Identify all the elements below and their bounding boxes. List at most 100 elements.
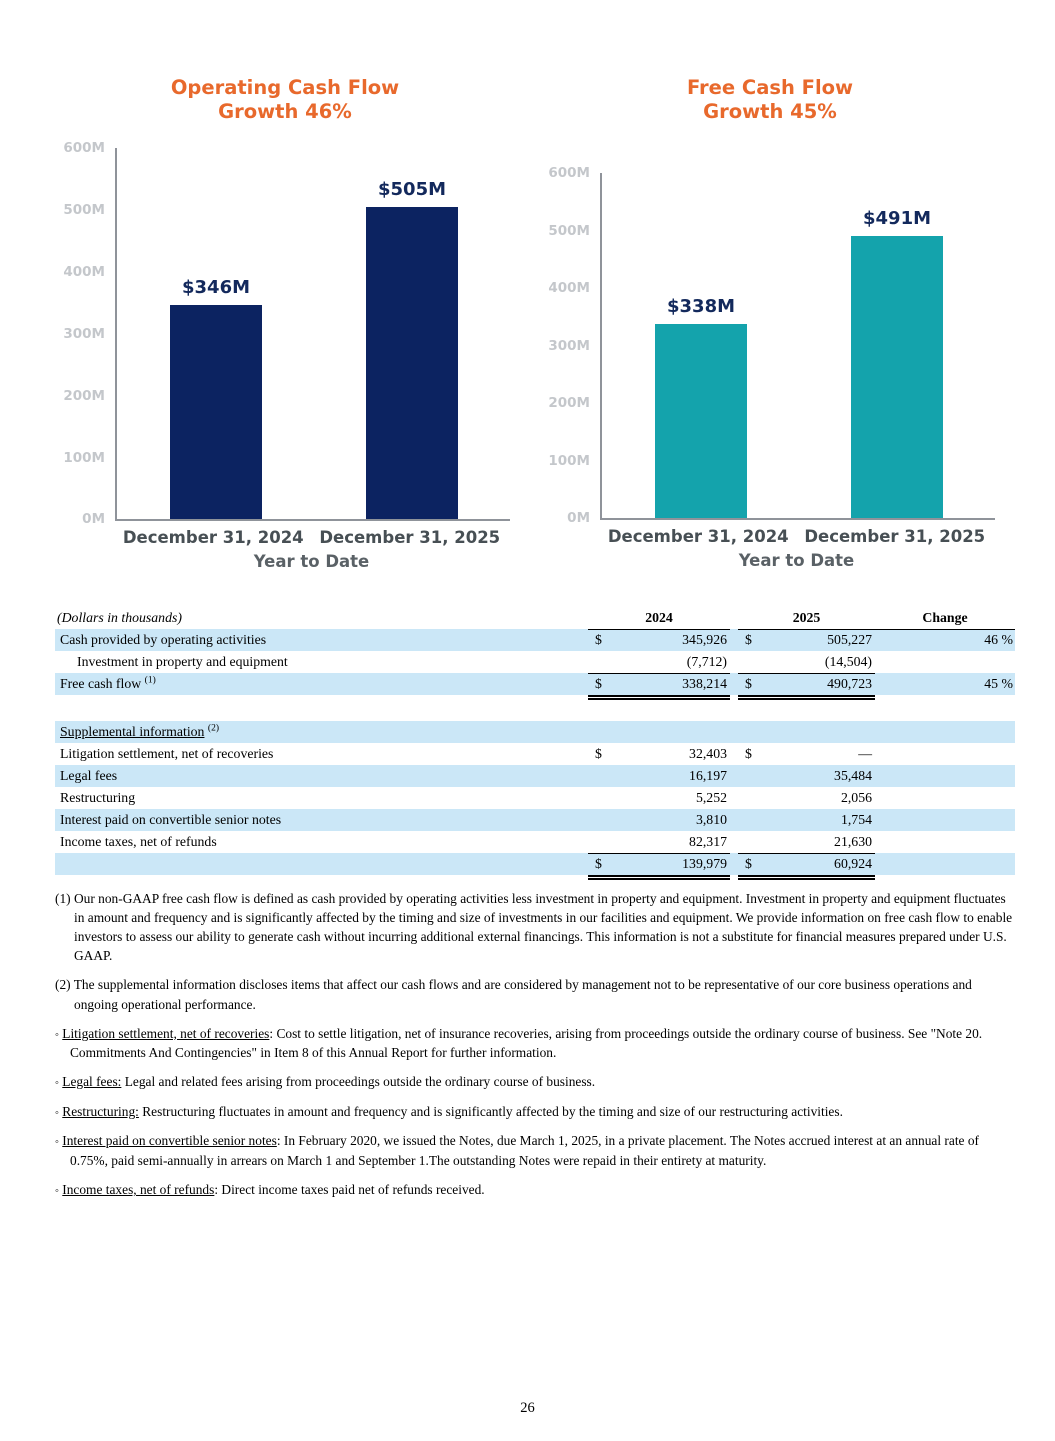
table-cell [738, 765, 760, 787]
supplemental-heading: Supplemental information (2) [60, 723, 219, 740]
table-cell: 345,926 [682, 632, 727, 648]
supplemental-body: Litigation settlement, net of recoveries… [55, 743, 1015, 881]
bullet-note: ◦ Litigation settlement, net of recoveri… [55, 1025, 983, 1061]
y-axis-tick-label: 600M [548, 165, 590, 182]
footnote-reference: (1) [144, 675, 156, 686]
y-axis-tick-label: 100M [63, 449, 105, 466]
column-header-change: Change [875, 607, 1015, 631]
table-cell: 3,810 [695, 812, 727, 828]
table-cell: 5,252 [695, 790, 727, 806]
table-cell: Litigation settlement, net of recoveries [60, 746, 274, 762]
footnotes: (1) Our non-GAAP free cash flow is defin… [55, 889, 1017, 1199]
table-cell [730, 743, 738, 765]
bar [170, 305, 262, 520]
table-row: Free cash flow (1) $338,214 $490,723 45 % [55, 673, 1015, 701]
table-cell: Free cash flow (1) [60, 675, 156, 692]
x-axis-category-label: December 31, 2024 [122, 528, 304, 548]
table-cell: 46 % [984, 632, 1013, 648]
bar [366, 207, 458, 520]
bar-value-label: $338M [666, 296, 736, 318]
x-axis-labels: December 31, 2024 December 31, 2025 [115, 528, 508, 547]
table-cell: Legal fees [60, 768, 118, 784]
bullet-icon: ◦ [55, 1106, 59, 1119]
y-axis-tick-label: 500M [63, 202, 105, 219]
table-cell: 45 % [984, 676, 1013, 692]
bullet-icon: ◦ [55, 1028, 59, 1041]
table-cell: $ [745, 632, 752, 648]
plot: $338M $491M [600, 173, 995, 521]
numbered-footnotes: (1) Our non-GAAP free cash flow is defin… [55, 889, 1017, 1013]
x-axis-category-label: December 31, 2024 [607, 527, 789, 547]
table-cell: $ [595, 632, 602, 648]
table-cell [875, 651, 1015, 674]
bar [851, 236, 943, 519]
table-cell [875, 853, 1015, 880]
table-cell [730, 787, 738, 809]
table-cell: $ [738, 673, 760, 701]
cash-flow-table: (Dollars in thousands) 2024 2025 Change … [55, 607, 1015, 881]
charts-row: Operating Cash Flow Growth 46% 0M 100M 200… [60, 76, 1055, 571]
y-axis-tick-label: 300M [548, 337, 590, 354]
table-cell [588, 787, 612, 809]
bullet-notes: ◦ Litigation settlement, net of recoveri… [55, 1024, 1017, 1200]
supplemental-heading-row: Supplemental information (2) [55, 721, 1015, 744]
y-axis-tick-label: 500M [548, 222, 590, 239]
plot-area: 0M 100M 200M 300M 400M 500M 600M $338M $491M [545, 165, 995, 526]
table-cell [588, 651, 612, 675]
table-cell [730, 673, 738, 700]
bullet-icon: ◦ [55, 1136, 59, 1149]
y-axis-tick-label: 300M [63, 325, 105, 342]
bullet-note: ◦ Restructuring: Restructuring fluctuate… [55, 1103, 843, 1119]
chart-title-line1: Operating Cash Flow [170, 76, 400, 99]
table-cell [730, 809, 738, 831]
bar-value-label: $491M [862, 208, 932, 230]
table-cell: $ [588, 673, 612, 701]
y-axis-tick-label: 100M [548, 452, 590, 469]
chart-title: Free Cash Flow Growth 45% [545, 76, 995, 124]
table-cell: 1,754 [840, 812, 872, 828]
table-cell [588, 831, 612, 855]
table-cell: — [858, 746, 872, 762]
bullet-icon: ◦ [55, 1185, 59, 1198]
table-row: $139,979 $60,924 [55, 853, 1015, 881]
table-cell [875, 743, 1015, 765]
y-axis-tick-label: 600M [63, 140, 105, 157]
plot-area: 0M 100M 200M 300M 400M 500M 600M $346M $505M [60, 140, 510, 527]
free-cash-flow-chart: Free Cash Flow Growth 45% 0M 100M 200M 300M… [545, 76, 995, 571]
plot: $346M $505M [115, 148, 510, 522]
table-cell: 505,227 [827, 632, 872, 648]
x-axis-category-label: December 31, 2025 [319, 528, 501, 548]
table-header-row: (Dollars in thousands) 2024 2025 Change [55, 607, 1015, 631]
table-cell: 82,317 [612, 831, 730, 855]
table-cell [730, 765, 738, 787]
table-cell: $ [745, 746, 752, 762]
table-cell [738, 651, 760, 675]
y-axis: 0M 100M 200M 300M 400M 500M 600M [60, 140, 115, 527]
x-axis-labels: December 31, 2024 December 31, 2025 [600, 527, 993, 546]
table-cell: $ [595, 746, 602, 762]
table-cell [730, 853, 738, 880]
table-cell: $ [738, 853, 760, 881]
table-cell [875, 765, 1015, 787]
unit-note: (Dollars in thousands) [57, 610, 182, 626]
bullet-lead: Litigation settlement, net of recoveries [62, 1025, 270, 1041]
bar-value-label: $346M [181, 277, 251, 299]
column-header-2024: 2024 [588, 607, 730, 631]
table-row: Investment in property and equipment (7,7… [55, 651, 1015, 675]
footnote: (1) Our non-GAAP free cash flow is defin… [55, 891, 1013, 964]
bullet-icon: ◦ [55, 1077, 59, 1090]
bullet-note: ◦ Interest paid on convertible senior no… [55, 1133, 979, 1168]
table-cell [875, 831, 1015, 854]
x-axis-title: Year to Date [253, 552, 370, 572]
table-cell: 338,214 [612, 673, 730, 701]
supplemental-table: Supplemental information (2) Litigation … [55, 721, 1015, 881]
table-row: Cash provided by operating activities $34… [55, 629, 1015, 652]
table-cell: Restructuring [60, 790, 136, 806]
bar [655, 324, 747, 519]
x-axis-title: Year to Date [738, 551, 855, 571]
bullet-note: ◦ Income taxes, net of refunds: Direct i… [55, 1182, 485, 1198]
chart-title-line1: Free Cash Flow [686, 76, 854, 99]
table-cell [730, 629, 738, 651]
table-cell: 139,979 [612, 853, 730, 881]
table-cell: Cash provided by operating activities [60, 632, 267, 648]
